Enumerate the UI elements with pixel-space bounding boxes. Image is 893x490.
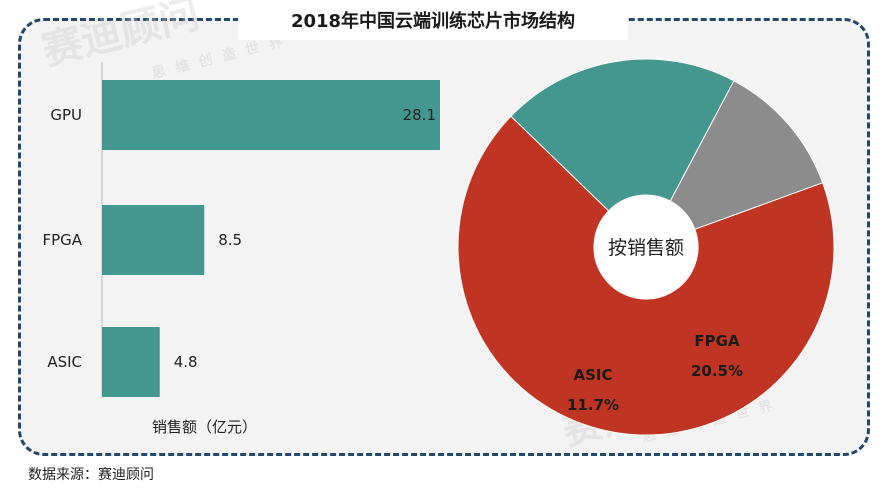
- category-label-asic: ASIC: [47, 353, 82, 371]
- donut-center-label: 按销售额: [608, 237, 684, 259]
- slice-percent-asic: 11.7%: [567, 396, 619, 414]
- slice-name-asic: ASIC: [573, 366, 612, 384]
- x-axis-title: 销售额（亿元）: [152, 418, 257, 436]
- category-label-fpga: FPGA: [42, 231, 82, 249]
- bar-asic: [102, 327, 160, 397]
- donut-slice-asic: [669, 80, 824, 230]
- donut-slice-gpu: [457, 115, 835, 436]
- chart-title: 2018年中国云端训练芯片市场结构: [238, 4, 628, 40]
- value-label-asic: 4.8: [174, 353, 198, 371]
- slice-name-fpga: FPGA: [694, 332, 740, 350]
- bar-fpga: [102, 205, 205, 275]
- category-label-gpu: GPU: [50, 106, 82, 124]
- donut-slice-fpga: [510, 58, 735, 212]
- donut-hole: [595, 196, 697, 298]
- slice-percent-fpga: 20.5%: [691, 362, 743, 380]
- bar-gpu: [102, 80, 440, 150]
- value-label-fpga: 8.5: [218, 231, 242, 249]
- value-label-gpu: 28.1: [403, 106, 436, 124]
- data-source-note: 数据来源：赛迪顾问: [28, 467, 154, 483]
